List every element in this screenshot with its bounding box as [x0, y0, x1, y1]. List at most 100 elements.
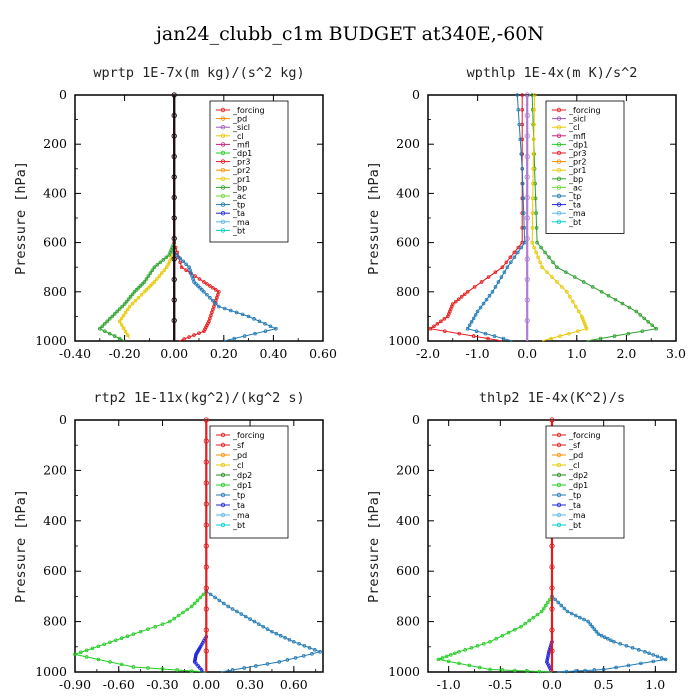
series-marker [242, 666, 247, 670]
series-marker [125, 634, 130, 639]
series-marker [446, 314, 450, 319]
series-marker [549, 543, 555, 549]
series-marker [520, 93, 525, 97]
series-marker [133, 298, 138, 303]
series-marker [203, 459, 209, 465]
legend-entry: _pr2 [232, 166, 250, 175]
series-marker [534, 226, 539, 230]
series-marker [108, 660, 112, 664]
series-marker [459, 294, 464, 299]
series-marker [531, 615, 536, 620]
legend-marker [220, 472, 226, 478]
y-tick-label: 400 [43, 513, 67, 528]
series-marker [435, 321, 440, 326]
series-marker [239, 612, 244, 616]
legend-marker [220, 522, 226, 528]
legend-entry: _ta [232, 501, 245, 510]
series-marker [602, 635, 607, 640]
series-marker [265, 662, 270, 666]
series-marker [559, 603, 564, 608]
series-marker [530, 211, 535, 215]
series-marker [638, 313, 643, 317]
series-marker [208, 284, 212, 288]
series-marker [549, 585, 555, 591]
series-marker [150, 282, 155, 286]
series-marker [307, 646, 312, 650]
series-marker [446, 659, 451, 664]
series-marker [161, 258, 166, 262]
series-marker [100, 324, 105, 329]
x-tick-label: 0.60 [309, 346, 337, 361]
series-marker [125, 307, 130, 312]
legend-marker [220, 482, 226, 488]
series-marker [190, 274, 194, 278]
series-marker [545, 656, 550, 660]
series-marker [131, 665, 136, 669]
series-marker [546, 654, 550, 658]
series-marker [444, 654, 449, 659]
x-tick-label: 0.5 [594, 677, 614, 692]
series-marker [230, 607, 235, 611]
series-marker [202, 289, 206, 294]
series-marker [539, 245, 543, 250]
series-marker [465, 289, 470, 294]
series-marker [520, 226, 525, 230]
series-marker [512, 250, 517, 255]
series-marker [222, 306, 227, 311]
series-marker [189, 604, 194, 609]
series-marker [614, 665, 618, 670]
series-marker [234, 310, 239, 315]
series-marker [504, 260, 509, 265]
series-marker [192, 280, 196, 284]
series-marker [502, 270, 507, 274]
series-marker [246, 314, 251, 319]
series-marker [171, 317, 177, 324]
series-marker [524, 112, 530, 119]
series-marker [592, 627, 597, 631]
series-marker [524, 297, 530, 303]
panel-4: thlp2 1E-4x(K^2)/s Pressure [hPa] -1.0 -0.5… [366, 390, 677, 692]
series-marker [117, 307, 122, 311]
legend-entry: _dp1 [568, 140, 588, 149]
x-tick-label: 0.30 [236, 677, 264, 692]
series-marker [176, 613, 181, 618]
y-tick-label: 200 [43, 136, 67, 151]
legend-entry: _tp [232, 201, 245, 210]
series-marker [484, 297, 489, 302]
y-tick-label: 200 [396, 462, 420, 477]
legend-marker [220, 116, 226, 121]
series-marker [532, 107, 537, 112]
series-marker [205, 292, 209, 297]
series-marker [465, 326, 470, 331]
x-tick-label: -0.30 [146, 677, 178, 692]
series-marker [527, 618, 532, 623]
series-marker [636, 648, 641, 652]
legend-marker [220, 452, 226, 458]
series-marker [578, 615, 582, 620]
series-marker [142, 280, 147, 284]
series-marker [102, 329, 107, 333]
series-marker [618, 641, 622, 646]
legend-entry: _ta [232, 209, 245, 218]
series-marker [530, 226, 535, 230]
series-marker [242, 334, 247, 338]
series-marker [211, 286, 215, 290]
series-marker [148, 284, 153, 288]
series-marker [643, 650, 647, 654]
series-marker [171, 215, 177, 221]
series-marker [188, 268, 192, 272]
series-marker [479, 280, 484, 284]
y-axis-label: Pressure [hPa] [366, 489, 382, 603]
x-tick-label: -1.0 [466, 346, 490, 361]
series-line-pr1 [531, 94, 588, 342]
series-marker [212, 304, 216, 309]
series-marker [639, 661, 643, 666]
series-marker [524, 174, 530, 180]
series-marker [142, 289, 147, 294]
series-marker [471, 316, 476, 321]
series-marker [128, 294, 133, 299]
y-tick-label: 1000 [388, 333, 420, 348]
series-marker [518, 137, 523, 142]
x-tick-label: -2.0 [416, 346, 440, 361]
series-marker [573, 669, 578, 673]
